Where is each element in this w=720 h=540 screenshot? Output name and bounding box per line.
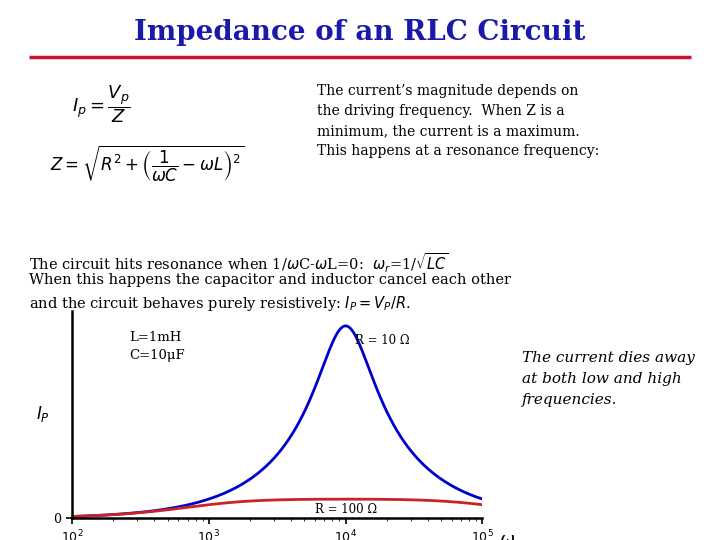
Text: Impedance of an RLC Circuit: Impedance of an RLC Circuit	[135, 19, 585, 46]
Text: The circuit hits resonance when 1/$\omega$C-$\omega$L=0:  $\omega_r$=1/$\sqrt{LC: The circuit hits resonance when 1/$\omeg…	[29, 251, 449, 275]
Text: $I_p = \dfrac{V_p}{Z}$: $I_p = \dfrac{V_p}{Z}$	[72, 84, 131, 125]
Text: L=1mH
C=10μF: L=1mH C=10μF	[130, 331, 185, 362]
Text: $\omega$: $\omega$	[499, 531, 515, 540]
Text: When this happens the capacitor and inductor cancel each other: When this happens the capacitor and indu…	[29, 273, 510, 287]
Text: R = 100 Ω: R = 100 Ω	[315, 503, 377, 516]
Text: The current’s magnitude depends on
the driving frequency.  When Z is a
minimum, : The current’s magnitude depends on the d…	[317, 84, 599, 158]
Y-axis label: $I_P$: $I_P$	[35, 404, 50, 424]
Text: R = 10 Ω: R = 10 Ω	[356, 334, 410, 347]
Text: The current dies away
at both low and high
frequencies.: The current dies away at both low and hi…	[522, 351, 695, 407]
Text: $Z = \sqrt{R^2 + \left(\dfrac{1}{\omega C} - \omega L\right)^2}$: $Z = \sqrt{R^2 + \left(\dfrac{1}{\omega …	[50, 143, 245, 184]
Text: and the circuit behaves purely resistively: $I_P=V_P/R$.: and the circuit behaves purely resistive…	[29, 294, 410, 313]
